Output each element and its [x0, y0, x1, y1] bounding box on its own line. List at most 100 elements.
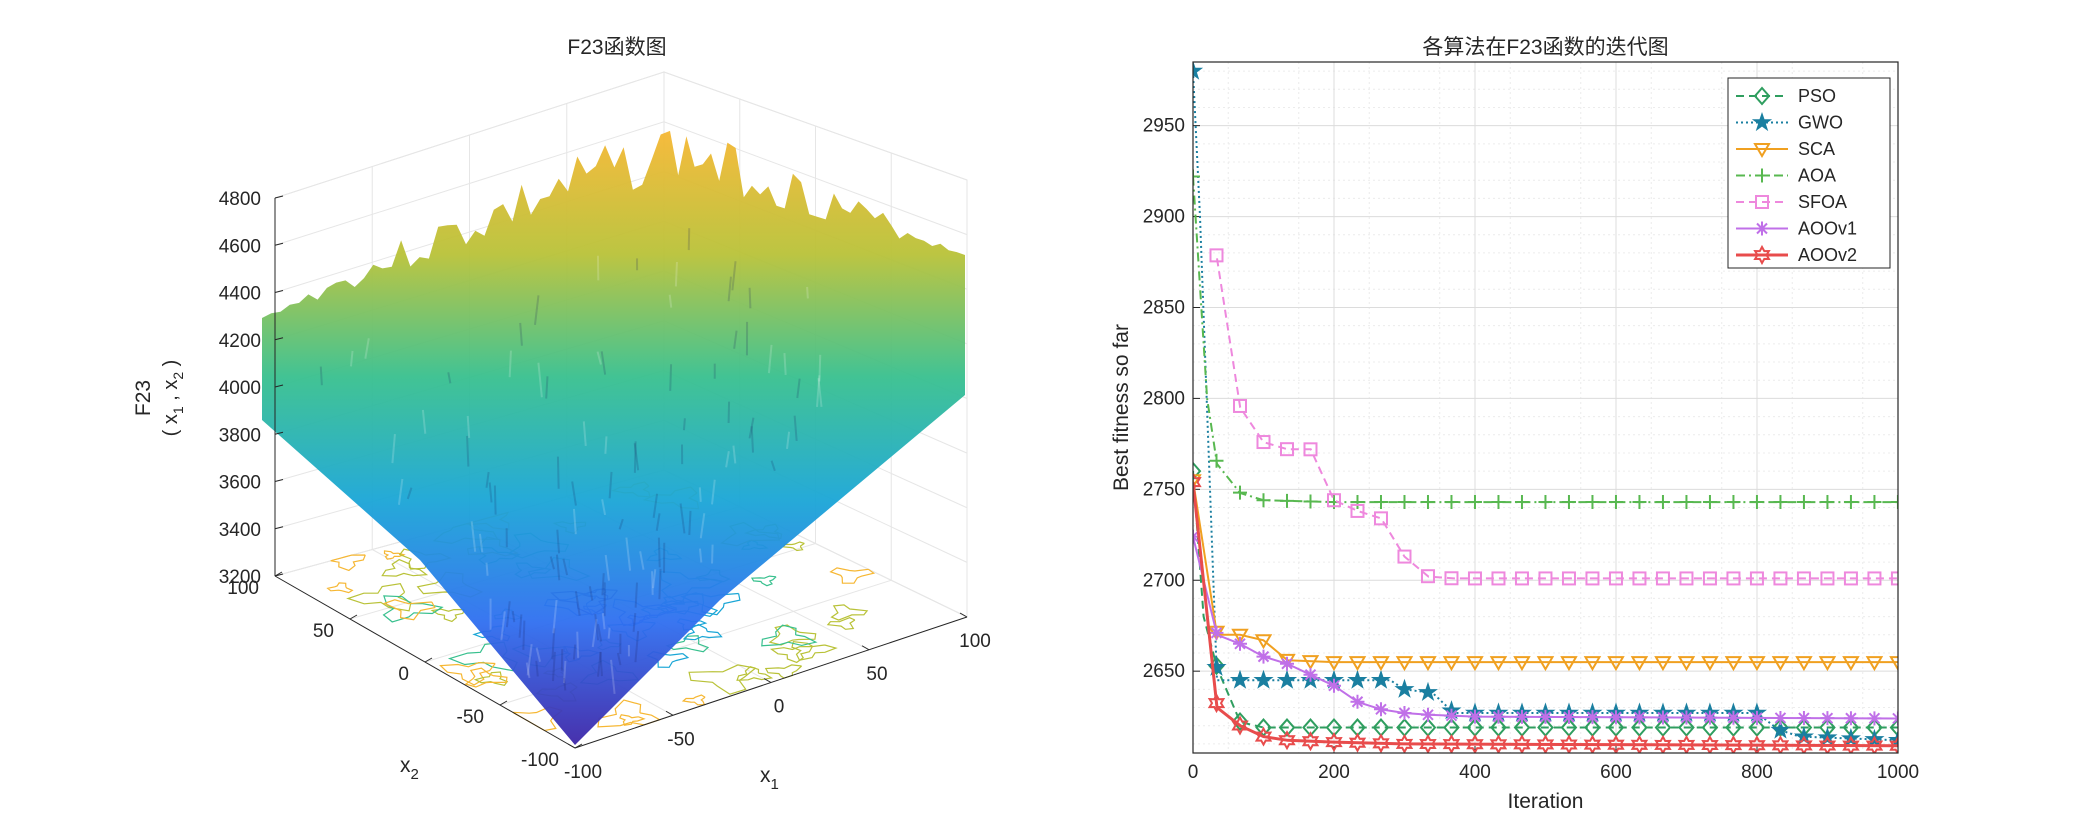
contour-line [382, 595, 444, 623]
data-point [1397, 495, 1412, 510]
surface-texture [596, 351, 602, 365]
surface-texture [349, 350, 354, 367]
legend-marker [1755, 168, 1769, 183]
chart-title: F23函数图 [567, 36, 666, 59]
x-tick-label: 50 [866, 664, 887, 685]
legend-marker [1753, 86, 1771, 106]
y-tick [574, 743, 583, 749]
surface-texture [319, 366, 323, 386]
surface-texture [525, 662, 531, 679]
legend: PSO GWO SCA AOA SFOA AOOv1 AOOv2 [1727, 77, 1891, 269]
z-axis-label: F23( x1 , x2 ) [132, 360, 186, 437]
series-sfoa [1209, 248, 1898, 586]
surface-texture [470, 521, 477, 552]
surface-texture [594, 613, 600, 641]
z-axis-label-part: ) [160, 360, 182, 372]
surface-texture [493, 485, 497, 515]
data-point [1442, 656, 1461, 672]
surface-texture [633, 443, 640, 471]
data-point [1632, 710, 1647, 725]
surface-texture [599, 651, 603, 677]
data-point [1632, 495, 1647, 510]
data-point [1373, 511, 1388, 526]
data-point [1233, 485, 1247, 500]
data-point [1229, 669, 1251, 689]
contour-line [619, 714, 646, 726]
data-point [1561, 495, 1576, 510]
data-point [1773, 710, 1788, 725]
data-point [1232, 398, 1247, 413]
data-point [1702, 495, 1717, 510]
data-point [1193, 472, 1202, 493]
surface-texture [607, 627, 611, 639]
data-point [1655, 495, 1670, 510]
x-tick-label: -100 [564, 762, 602, 783]
surface-texture [698, 548, 703, 563]
data-point [1726, 495, 1741, 510]
data-point [1608, 710, 1623, 725]
surface-texture [551, 651, 556, 682]
surface-texture [397, 478, 404, 505]
y-axis-label-sub: 2 [411, 766, 419, 783]
data-point [1233, 636, 1247, 651]
y-tick-label: 0 [398, 664, 409, 685]
z-tick-label: 3200 [219, 567, 261, 588]
surface-texture [591, 619, 598, 648]
y-tick [349, 614, 358, 620]
data-point [1748, 656, 1766, 672]
contour-line [769, 645, 813, 664]
surface-texture [576, 631, 580, 658]
surface-texture [639, 551, 645, 570]
legend-entry: SCA [1736, 139, 1835, 159]
y-tick-label: 2650 [1143, 661, 1185, 682]
x-tick [959, 612, 968, 618]
z-tick [274, 242, 284, 246]
data-point [1702, 710, 1717, 725]
legend-marker [1755, 195, 1769, 209]
data-point [1209, 453, 1224, 468]
surface-texture [511, 610, 516, 623]
x-tick [763, 678, 772, 683]
surface-texture [633, 441, 637, 473]
data-point [1301, 655, 1320, 671]
legend-entry: AOOv1 [1736, 219, 1857, 239]
data-point [1820, 711, 1835, 726]
chart-title: 各算法在F23函数的迭代图 [1422, 36, 1668, 59]
data-point [1701, 734, 1719, 753]
contour-line [682, 623, 723, 641]
x-tick-label: 600 [1600, 762, 1632, 783]
data-point [1420, 707, 1435, 722]
data-point [1842, 735, 1860, 753]
z-axis-label-part: 2 [170, 372, 186, 380]
surface-texture [500, 611, 506, 641]
y-tick [499, 700, 508, 706]
data-point [1770, 719, 1791, 739]
surface-texture [651, 571, 654, 595]
x-tick-label: 400 [1459, 762, 1491, 783]
surface-texture [551, 628, 556, 660]
data-point [1608, 495, 1623, 510]
contour-line [330, 554, 366, 572]
data-point [1444, 495, 1459, 510]
data-point [1254, 634, 1273, 650]
data-point [1302, 718, 1319, 738]
data-point [1207, 693, 1226, 714]
data-point [1254, 726, 1273, 747]
surface-texture [600, 351, 607, 375]
data-point [1419, 733, 1437, 753]
data-point [1417, 681, 1438, 701]
data-point [1771, 735, 1790, 753]
legend-entry: AOA [1736, 166, 1836, 186]
y-tick-label: 50 [313, 621, 334, 642]
data-point [1724, 735, 1743, 753]
contour-line [830, 604, 869, 621]
data-point [1350, 694, 1365, 709]
surface-texture [711, 479, 716, 505]
data-point [1677, 656, 1696, 672]
surface [262, 130, 965, 745]
data-point [1350, 503, 1365, 518]
data-point [1630, 656, 1649, 672]
surface-texture [526, 644, 533, 676]
surface-texture [783, 353, 787, 376]
